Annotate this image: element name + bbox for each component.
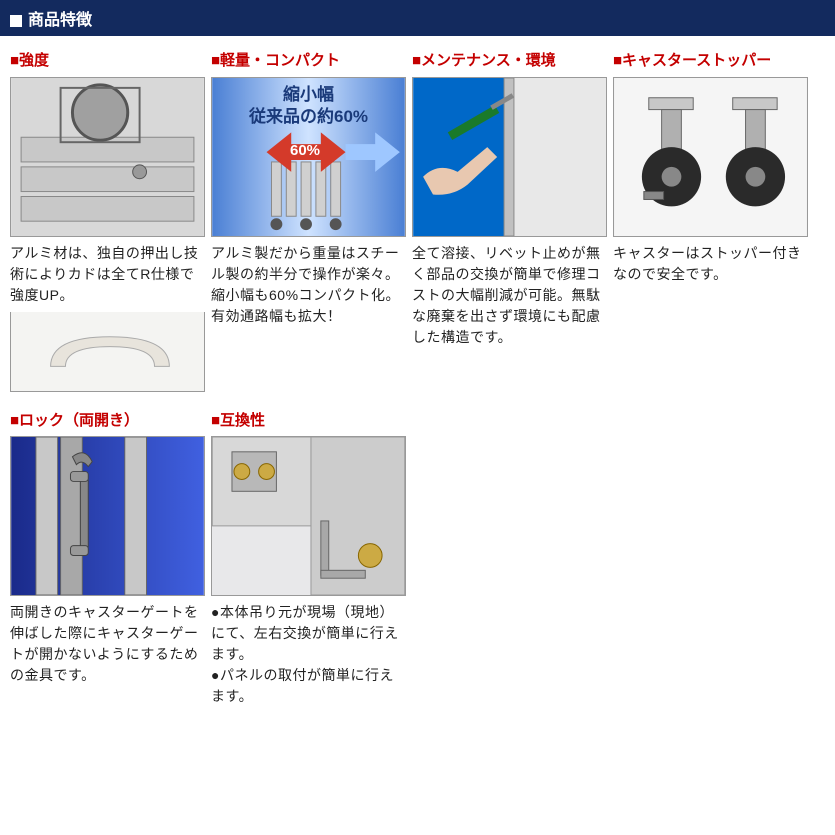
card-title-lock: ■ロック（両開き） — [10, 410, 205, 433]
card-title-compat: ■互換性 — [211, 410, 406, 433]
image-strength-extra — [10, 312, 205, 392]
image-caster — [613, 77, 808, 237]
desc-compact: アルミ製だから重量はスチール製の約半分で操作が楽々。縮小幅も60%コンパクト化。… — [211, 243, 406, 327]
overlay-mid: 従来品の約60% — [212, 104, 405, 130]
image-lock — [10, 436, 205, 596]
desc-caster: キャスターはストッパー付きなので安全です。 — [613, 243, 808, 285]
overlay-badge: 60% — [290, 140, 320, 163]
card-title-maintenance: ■メンテナンス・環境 — [412, 50, 607, 73]
card-title-strength: ■強度 — [10, 50, 205, 73]
card-title-caster: ■キャスターストッパー — [613, 50, 808, 73]
card-caster: ■キャスターストッパー キャスターはストッパー付きなので安全です。 — [613, 50, 808, 392]
card-compat: ■互換性 ●本体吊り元が現場（現地）にて、左右交換が簡単に行えます。 ●パネルの… — [211, 410, 406, 708]
card-lock: ■ロック（両開き） 両開きのキャスターゲートを伸ば — [10, 410, 205, 708]
image-compat — [211, 436, 406, 596]
desc-compat: ●本体吊り元が現場（現地）にて、左右交換が簡単に行えます。 ●パネルの取付が簡単… — [211, 602, 406, 707]
feature-grid: ■強度 アルミ材は、独自の押出し技術によりカドは全てR仕様で強度UP。 ■軽量・… — [0, 50, 835, 725]
card-maintenance: ■メンテナンス・環境 全て溶接、リベット止めが無く部品の交換が簡単で修理コストの… — [412, 50, 607, 392]
image-compact: 縮小幅 従来品の約60% 60% — [211, 77, 406, 237]
desc-lock: 両開きのキャスターゲートを伸ばした際にキャスターゲートが開かないようにするための… — [10, 602, 205, 686]
card-compact: ■軽量・コンパクト — [211, 50, 406, 392]
desc-strength: アルミ材は、独自の押出し技術によりカドは全てR仕様で強度UP。 — [10, 243, 205, 306]
card-title-compact: ■軽量・コンパクト — [211, 50, 406, 73]
desc-maintenance: 全て溶接、リベット止めが無く部品の交換が簡単で修理コストの大幅削減が可能。無駄な… — [412, 243, 607, 348]
header-square-icon — [10, 15, 22, 27]
card-strength: ■強度 アルミ材は、独自の押出し技術によりカドは全てR仕様で強度UP。 — [10, 50, 205, 392]
image-maintenance — [412, 77, 607, 237]
section-header: 商品特徴 — [0, 0, 835, 36]
image-strength — [10, 77, 205, 237]
header-title: 商品特徴 — [28, 12, 92, 29]
